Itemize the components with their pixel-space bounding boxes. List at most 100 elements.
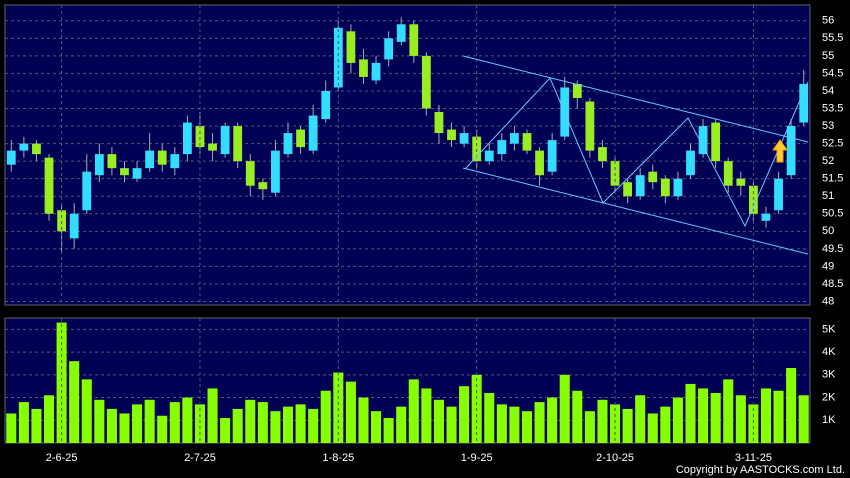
volume-bar <box>396 406 407 443</box>
candle-body <box>44 157 54 214</box>
volume-bar <box>660 406 671 443</box>
y-tick-label: 54 <box>822 85 834 97</box>
volume-bar <box>672 397 683 443</box>
volume-bar <box>786 368 797 443</box>
volume-bar <box>157 415 168 443</box>
volume-bar <box>433 399 444 443</box>
volume-bar <box>320 390 331 443</box>
channel-upper <box>462 55 809 143</box>
candle-body <box>409 24 419 56</box>
volume-bar <box>81 379 92 443</box>
candle-body <box>94 154 104 176</box>
y-tick-label: 55.5 <box>822 32 843 44</box>
zigzag <box>465 77 809 228</box>
candle-body <box>547 140 557 172</box>
volume-bar <box>69 361 80 443</box>
candle-body <box>82 171 92 211</box>
candle-body <box>522 133 532 151</box>
candle-body <box>132 168 142 179</box>
volume-bar <box>685 383 696 443</box>
candle-body <box>447 129 456 141</box>
volume-bar <box>635 395 646 443</box>
candle-body <box>271 150 280 193</box>
volume-bar <box>547 397 558 443</box>
candle-body <box>598 147 607 162</box>
volume-bar <box>245 399 256 443</box>
volume-bar <box>710 393 721 443</box>
y-tick-label: 54.5 <box>822 67 843 79</box>
candle-body <box>182 122 192 155</box>
candle-body <box>698 126 708 155</box>
volume-bar <box>484 393 495 443</box>
candle-body <box>686 150 695 176</box>
volume-bar <box>622 408 633 443</box>
y-tick-label: 56 <box>822 15 834 27</box>
candle-body <box>736 178 746 186</box>
candle-body <box>233 126 243 162</box>
volume-bar <box>421 388 432 443</box>
volume-bar <box>144 399 155 443</box>
x-tick-label: 3-11-25 <box>735 452 772 464</box>
channel-lower <box>462 167 809 255</box>
candle-body <box>623 182 633 197</box>
y-tick-label: 52.5 <box>822 138 843 150</box>
volume-bar <box>597 399 608 443</box>
candle-body <box>245 161 255 186</box>
volume-bar <box>371 411 382 443</box>
volume-bar <box>119 413 130 443</box>
x-tick-label: 2-10-25 <box>596 452 634 464</box>
y-tick-label: 53 <box>822 120 834 132</box>
volume-bar <box>345 381 356 443</box>
y-tick-label: 55 <box>822 50 834 62</box>
volume-bar <box>798 395 809 443</box>
candle-body <box>384 38 394 60</box>
candle-body <box>258 182 268 190</box>
volume-bar <box>43 395 55 443</box>
candle-body <box>786 126 796 176</box>
volume-bar <box>584 411 595 443</box>
volume-bar <box>723 379 734 443</box>
volume-bar <box>698 388 709 443</box>
candle-body <box>434 112 444 134</box>
volume-bar <box>257 402 268 443</box>
candle-body <box>208 143 217 151</box>
candle-body <box>535 150 544 176</box>
y-tick-label: 50.5 <box>822 208 843 220</box>
y-tick-label: 53.5 <box>822 102 843 114</box>
volume-bar <box>220 418 231 443</box>
y-tick-label: 3K <box>822 369 836 381</box>
candle-body <box>6 150 16 165</box>
volume-bar <box>773 390 784 443</box>
candle-body <box>459 133 469 144</box>
volume-bar <box>94 399 105 443</box>
y-tick-label: 5K <box>822 323 836 335</box>
volume-bar <box>106 408 117 443</box>
volume-bar <box>647 413 658 443</box>
x-tick-label: 2-7-25 <box>184 452 216 464</box>
volume-bar <box>496 404 507 443</box>
candle-body <box>283 133 293 155</box>
volume-bar <box>270 411 281 443</box>
volume-bar <box>748 404 759 443</box>
volume-bar <box>194 404 205 443</box>
candle-body <box>572 83 582 98</box>
price-panel <box>4 4 811 306</box>
volume-bar <box>182 397 193 443</box>
candle-body <box>421 55 431 109</box>
volume-bar <box>559 374 570 443</box>
y-tick-label: 1K <box>822 414 836 426</box>
candle-body <box>799 83 809 123</box>
candle-body <box>761 213 771 221</box>
candle-body <box>635 175 645 197</box>
volume-bar <box>572 390 583 443</box>
volume-bar <box>308 408 319 443</box>
candle-body <box>484 150 494 162</box>
candle-body <box>32 143 41 155</box>
candle-body <box>195 126 205 148</box>
y-tick-label: 48 <box>822 295 834 307</box>
candle-body <box>170 154 180 169</box>
volume-bar <box>534 402 545 443</box>
candle-body <box>220 126 230 155</box>
candle-body <box>107 154 117 169</box>
candle-body <box>157 150 167 165</box>
